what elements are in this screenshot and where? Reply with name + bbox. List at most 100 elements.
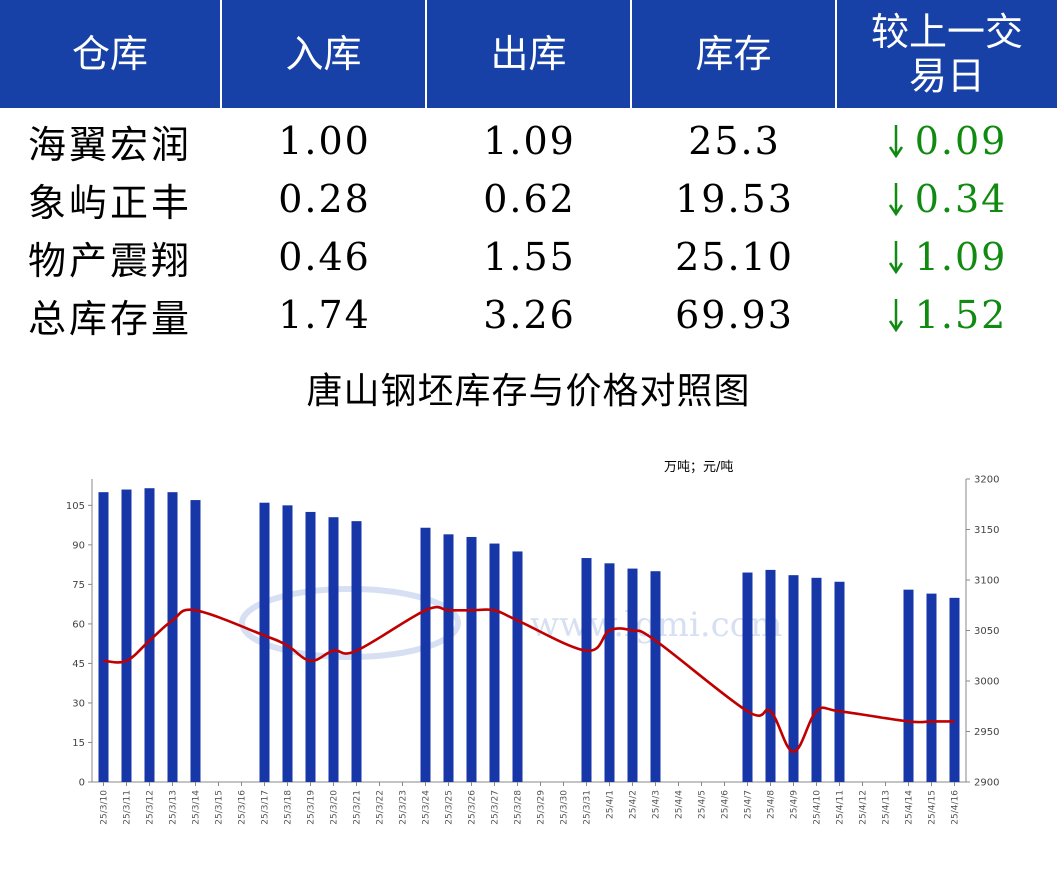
line-series — [103, 605, 955, 754]
stock-value: 25.10 — [675, 235, 794, 279]
x-tick-label: 25/3/10 — [100, 790, 110, 825]
unit-label: 万吨；元/吨 — [664, 460, 734, 475]
x-tick-label: 25/3/18 — [284, 790, 294, 825]
x-tick-label: 25/3/27 — [491, 790, 501, 825]
warehouse-name: 物产震翔 — [28, 238, 193, 283]
y-right-tick-label: 3200 — [974, 475, 999, 486]
x-tick-label: 25/3/16 — [238, 790, 248, 825]
inventory-bar — [650, 571, 661, 782]
x-tick-label: 25/3/25 — [445, 790, 455, 825]
inbound-value: 0.28 — [278, 177, 371, 221]
change-value: 1.52 — [914, 293, 1008, 337]
inventory-bar — [259, 502, 270, 782]
y-left-tick-label: 0 — [79, 778, 85, 789]
inventory-bar — [144, 488, 155, 782]
x-tick-label: 25/3/17 — [261, 790, 271, 825]
x-tick-label: 25/4/8 — [767, 790, 777, 819]
outbound-value: 1.55 — [483, 235, 576, 279]
y-right-tick-label: 3050 — [974, 626, 999, 637]
y-left-tick-label: 60 — [72, 619, 85, 630]
y-left-tick-label: 90 — [72, 540, 85, 551]
table-row: 海翼宏润 1.00 1.09 25.3 0.09 — [0, 112, 1057, 170]
y-right-tick-label: 2900 — [974, 778, 999, 789]
y-left-tick-label: 75 — [72, 580, 85, 591]
x-tick-label: 25/4/12 — [859, 790, 869, 825]
arrow-down-icon — [888, 183, 903, 217]
change-cell: 0.34 — [837, 170, 1057, 228]
header-outbound: 出库 — [427, 0, 632, 108]
x-tick-label: 25/3/21 — [353, 790, 363, 825]
x-tick-label: 25/3/11 — [123, 790, 133, 825]
bar-series — [98, 488, 960, 782]
inventory-bar — [420, 527, 431, 782]
x-tick-label: 25/4/15 — [928, 790, 938, 825]
x-tick-label: 25/3/23 — [399, 790, 409, 825]
warehouse-name: 总库存量 — [28, 296, 193, 341]
header-stock: 库存 — [632, 0, 837, 108]
watermark-logo-icon — [239, 586, 461, 660]
x-tick-label: 25/4/10 — [813, 790, 823, 825]
inventory-bar — [949, 597, 960, 782]
inventory-bar — [926, 593, 937, 782]
x-tick-label: 25/3/12 — [146, 790, 156, 825]
x-tick-label: 25/4/11 — [836, 790, 846, 825]
y-left-tick-label: 15 — [72, 738, 85, 749]
x-tick-label: 25/4/5 — [698, 790, 708, 819]
price-line — [103, 605, 955, 754]
outbound-value: 3.26 — [483, 293, 576, 337]
change-cell: 1.52 — [837, 286, 1057, 344]
stock-value: 69.93 — [675, 293, 794, 337]
x-tick-label: 25/4/13 — [882, 790, 892, 825]
inventory-bar — [742, 572, 753, 782]
x-tick-label: 25/3/26 — [468, 790, 478, 825]
table-row: 总库存量 1.74 3.26 69.93 1.52 — [0, 286, 1057, 344]
x-tick-label: 25/3/22 — [376, 790, 386, 825]
inbound-value: 0.46 — [278, 235, 371, 279]
arrow-down-icon — [888, 125, 903, 159]
outbound-value: 1.09 — [483, 119, 576, 163]
inventory-bar — [305, 511, 316, 782]
inventory-bar — [512, 551, 523, 782]
inventory-bar — [903, 589, 914, 782]
chart-title: 唐山钢坯库存与价格对照图 — [306, 371, 751, 412]
x-tick-label: 25/4/6 — [721, 790, 731, 819]
header-warehouse: 仓库 — [0, 0, 222, 108]
change-cell: 0.09 — [837, 112, 1057, 170]
header-change-line2: 易日 — [908, 54, 985, 98]
y-right-tick-label: 3100 — [974, 576, 999, 587]
x-tick-label: 25/4/1 — [606, 790, 616, 819]
header-change: 较上一交 易日 — [837, 0, 1057, 108]
x-tick-label: 25/3/15 — [215, 790, 225, 825]
change-value: 1.09 — [914, 235, 1008, 279]
inventory-table: 仓库 入库 出库 库存 较上一交 易日 海翼宏润 1.00 1.09 25.3 … — [0, 0, 1057, 341]
warehouse-name: 海翼宏润 — [28, 122, 193, 167]
y-right-tick-label: 3000 — [974, 677, 999, 688]
inbound-value: 1.00 — [278, 119, 371, 163]
inventory-bar — [788, 575, 799, 782]
inventory-bar — [121, 489, 132, 782]
y-left-tick-label: 105 — [66, 501, 85, 512]
x-tick-label: 25/3/13 — [169, 790, 179, 825]
arrow-down-icon — [888, 299, 903, 333]
change-value: 0.34 — [914, 177, 1008, 221]
x-axis-labels: 25/3/10 25/3/11 25/3/12 25/3/13 25/3/14 25/3/… — [100, 782, 961, 825]
header-change-line1: 较上一交 — [870, 10, 1023, 54]
inventory-bar — [466, 536, 477, 782]
inventory-bar — [834, 581, 845, 782]
x-tick-label: 25/3/20 — [330, 790, 340, 825]
inventory-bar — [282, 505, 293, 782]
x-tick-label: 25/4/2 — [629, 790, 639, 819]
x-tick-label: 25/3/30 — [560, 790, 570, 825]
change-value: 0.09 — [914, 119, 1008, 163]
x-tick-label: 25/3/14 — [192, 790, 202, 825]
x-tick-label: 25/4/9 — [790, 790, 800, 819]
inbound-value: 1.74 — [278, 293, 371, 337]
x-tick-label: 25/4/3 — [652, 790, 662, 819]
y-left-tick-label: 30 — [72, 698, 85, 709]
inventory-bar — [190, 500, 201, 782]
y-right-tick-label: 2950 — [974, 727, 999, 738]
watermark: www.lgmi.com — [239, 586, 782, 660]
arrow-down-icon — [888, 241, 903, 275]
x-tick-label: 25/3/28 — [514, 790, 524, 825]
